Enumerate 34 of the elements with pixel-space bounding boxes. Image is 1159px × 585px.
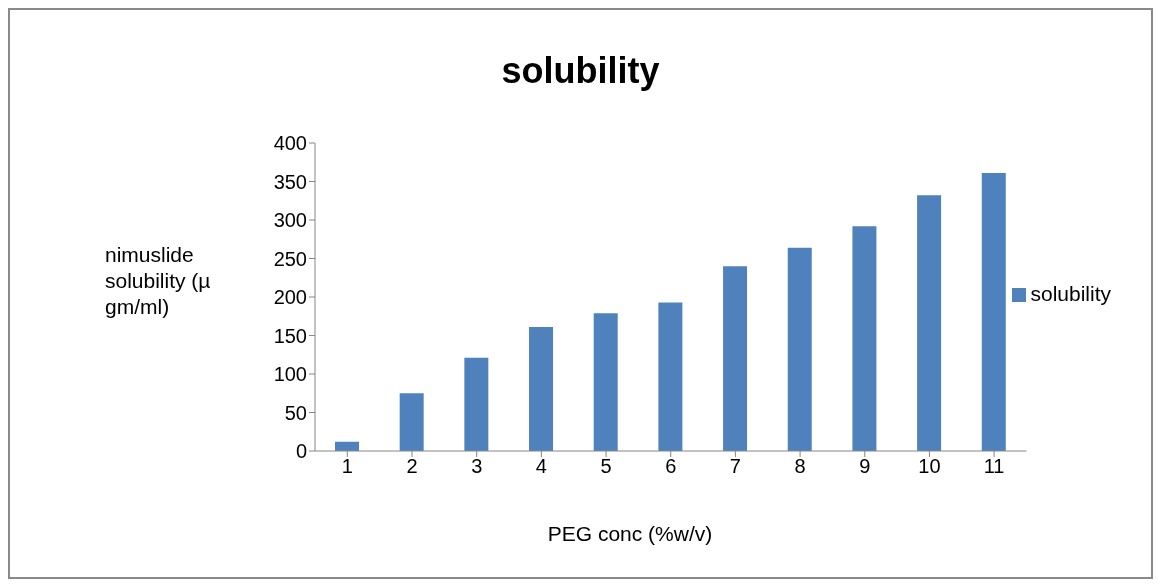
x-tick-label: 2 <box>406 455 418 478</box>
x-tick-label: 5 <box>600 455 612 478</box>
y-tick-label: 350 <box>273 170 307 193</box>
x-axis-title: PEG conc (%w/v) <box>546 522 714 546</box>
y-tick-label: 400 <box>273 132 307 155</box>
y-axis-title: nimuslide solubility (µ gm/ml) <box>105 242 212 320</box>
x-tick-label: 7 <box>729 455 741 478</box>
x-tick-label: 11 <box>983 455 1005 478</box>
y-tick-label: 200 <box>273 286 307 309</box>
x-tick-label: 9 <box>859 455 871 478</box>
bar <box>852 226 877 451</box>
x-tick-label: 1 <box>341 455 353 478</box>
bar <box>464 357 489 451</box>
x-tick-label: 6 <box>665 455 677 478</box>
y-tick-label: 0 <box>295 440 307 463</box>
bar <box>723 266 748 451</box>
bar <box>593 313 618 451</box>
x-tick-label: 10 <box>918 455 941 478</box>
y-tick-label: 300 <box>273 209 307 232</box>
y-tick-label: 150 <box>273 324 307 347</box>
y-tick-label: 250 <box>273 247 307 270</box>
bar <box>917 195 942 451</box>
chart-title: solubility <box>500 50 661 92</box>
x-tick-label: 4 <box>535 455 547 478</box>
legend-label: solubility <box>1030 281 1111 305</box>
bar <box>981 173 1006 451</box>
y-tick-label: 100 <box>273 363 307 386</box>
bar <box>529 327 554 451</box>
bar <box>399 393 424 451</box>
x-tick-label: 3 <box>471 455 483 478</box>
bar <box>787 247 812 451</box>
bar <box>658 302 683 451</box>
y-tick-label: 50 <box>284 401 307 424</box>
x-tick-label: 8 <box>794 455 806 478</box>
